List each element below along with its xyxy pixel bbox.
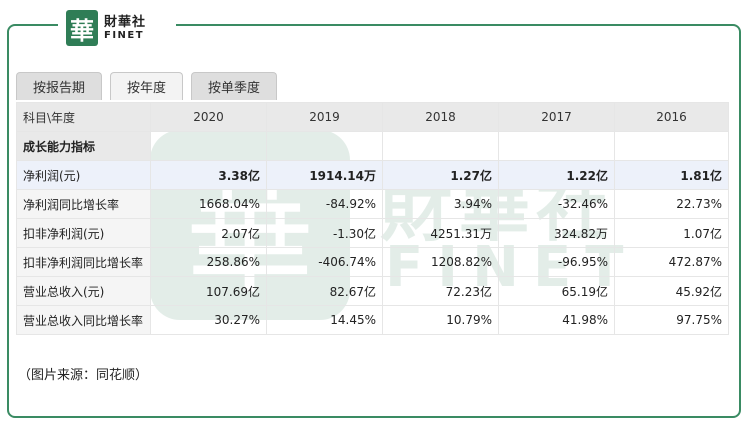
growth-indicators-table: 科目\年度 2020 2019 2018 2017 2016 成长能力指标 净利…	[16, 102, 729, 335]
logo-en: FINET	[104, 29, 145, 41]
cell-value: -84.92%	[266, 189, 383, 219]
cell-value: 97.75%	[614, 305, 729, 335]
row-label: 净利润(元)	[16, 160, 151, 190]
cell-value: 1.81亿	[614, 160, 729, 190]
cell-value: 1668.04%	[150, 189, 267, 219]
header-year[interactable]: 2019	[266, 102, 383, 132]
row-label: 营业总收入同比增长率	[16, 305, 151, 335]
section-row: 成长能力指标	[16, 131, 729, 161]
table-row: 营业总收入同比增长率 30.27% 14.45% 10.79% 41.98% 9…	[16, 305, 729, 335]
header-subject-year: 科目\年度	[16, 102, 151, 132]
cell-value: 45.92亿	[614, 276, 729, 306]
tab-by-year[interactable]: 按年度	[110, 72, 184, 100]
cell-value: 3.94%	[382, 189, 499, 219]
cell-value: -96.95%	[498, 247, 615, 277]
table-row: 扣非净利润同比增长率 258.86% -406.74% 1208.82% -96…	[16, 247, 729, 277]
cell-value: 2.07亿	[150, 218, 267, 248]
row-label: 扣非净利润(元)	[16, 218, 151, 248]
cell-value: 3.38亿	[150, 160, 267, 190]
cell-value: 1.07亿	[614, 218, 729, 248]
table-row: 净利润(元) 3.38亿 1914.14万 1.27亿 1.22亿 1.81亿	[16, 160, 729, 190]
row-label: 净利润同比增长率	[16, 189, 151, 219]
table-header-row: 科目\年度 2020 2019 2018 2017 2016	[16, 102, 729, 132]
section-label: 成长能力指标	[16, 131, 151, 161]
cell-value: 258.86%	[150, 247, 267, 277]
table-row: 营业总收入(元) 107.69亿 82.67亿 72.23亿 65.19亿 45…	[16, 276, 729, 306]
content-frame	[7, 24, 741, 418]
cell-value: 4251.31万	[382, 218, 499, 248]
cell-value: 472.87%	[614, 247, 729, 277]
logo-text: 財華社 FINET	[104, 16, 146, 41]
cell-value: 72.23亿	[382, 276, 499, 306]
cell-value: 1914.14万	[266, 160, 383, 190]
cell-value: 1.27亿	[382, 160, 499, 190]
cell-value: 1208.82%	[382, 247, 499, 277]
cell-value: -32.46%	[498, 189, 615, 219]
cell-value: 22.73%	[614, 189, 729, 219]
header-year[interactable]: 2016	[614, 102, 729, 132]
table-row: 净利润同比增长率 1668.04% -84.92% 3.94% -32.46% …	[16, 189, 729, 219]
logo-mark: 華	[66, 10, 98, 46]
table-row: 扣非净利润(元) 2.07亿 -1.30亿 4251.31万 324.82万 1…	[16, 218, 729, 248]
finet-logo: 華 財華社 FINET	[58, 6, 176, 50]
image-source-note: （图片来源：同花顺）	[18, 368, 149, 383]
cell-value: 1.22亿	[498, 160, 615, 190]
cell-value: 324.82万	[498, 218, 615, 248]
header-year[interactable]: 2020	[150, 102, 267, 132]
cell-value: 82.67亿	[266, 276, 383, 306]
row-label: 扣非净利润同比增长率	[16, 247, 151, 277]
cell-value: -1.30亿	[266, 218, 383, 248]
cell-value: -406.74%	[266, 247, 383, 277]
cell-value: 65.19亿	[498, 276, 615, 306]
tab-by-quarter[interactable]: 按单季度	[191, 72, 278, 100]
cell-value: 107.69亿	[150, 276, 267, 306]
cell-value: 10.79%	[382, 305, 499, 335]
row-label: 营业总收入(元)	[16, 276, 151, 306]
header-year[interactable]: 2017	[498, 102, 615, 132]
period-tabs: 按报告期 按年度 按单季度	[16, 72, 278, 100]
cell-value: 30.27%	[150, 305, 267, 335]
cell-value: 41.98%	[498, 305, 615, 335]
header-year[interactable]: 2018	[382, 102, 499, 132]
logo-cn: 財華社	[104, 14, 147, 30]
tab-by-report-period[interactable]: 按报告期	[16, 72, 103, 100]
cell-value: 14.45%	[266, 305, 383, 335]
